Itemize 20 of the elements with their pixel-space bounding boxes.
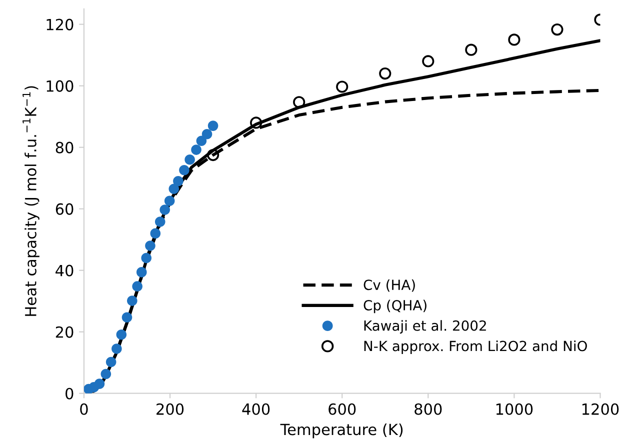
x-tick-label: 600 [328,403,356,415]
y-tick-label: 100 [46,80,74,92]
legend-label: Cv (HA) [364,279,415,292]
x-tick-label: 1000 [496,403,533,415]
legend-label: N-K approx. From Li2O2 and NiO [364,340,587,354]
y-tick-label: 40 [56,264,74,276]
y-tick-label: 0 [66,388,74,400]
x-tick-label: 800 [414,403,442,415]
legend-label: Kawaji et al. 2002 [364,320,486,334]
y-axis-title: Heat capacity (J mol f.u.$^{−1}$K$^{−1}$) [22,86,40,316]
x-tick-label: 1200 [582,403,619,415]
y-tick-label: 20 [56,326,74,338]
x-tick-label: 0 [80,403,88,415]
y-tick-label: 80 [56,142,74,154]
y-tick-label: 120 [46,18,74,30]
x-tick-label: 200 [156,403,184,415]
x-tick-label: 400 [242,403,270,415]
x-axis-title: Temperature (K) [280,423,403,438]
legend-label: Cp (QHA) [364,300,426,314]
y-tick-label: 60 [56,203,74,215]
